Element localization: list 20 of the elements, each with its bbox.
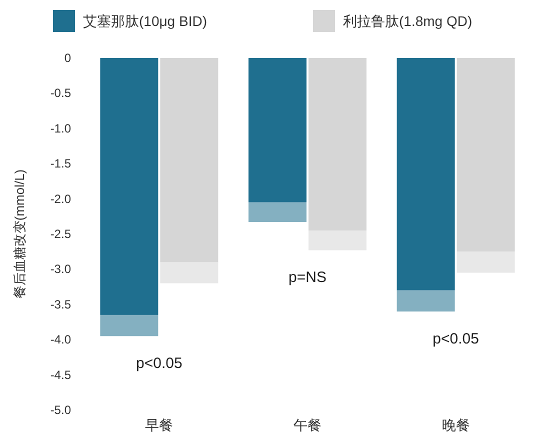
annotation: p<0.05 (136, 355, 182, 372)
y-tick-label: -4.0 (50, 332, 72, 347)
y-tick-label: -2.5 (50, 227, 72, 241)
annotation: p<0.05 (432, 330, 479, 348)
x-tick-label: 晚餐 (442, 417, 470, 433)
legend-label: 利拉鲁肽(1.8mg QD) (343, 13, 472, 29)
y-tick-label: -1.5 (50, 156, 72, 171)
y-axis-title: 餐后血糖改变(mmol/L) (12, 169, 27, 299)
y-tick-label: -3.0 (50, 262, 72, 276)
y-tick-label: -2.0 (50, 192, 72, 206)
y-tick-label: -5.0 (50, 403, 72, 417)
annotation: p=NS (288, 269, 326, 286)
x-tick-label: 午餐 (294, 417, 322, 433)
y-tick-label: -0.5 (50, 86, 72, 100)
x-tick-label: 早餐 (145, 417, 174, 433)
y-tick-label: -3.5 (50, 297, 72, 312)
y-tick-label: -1.0 (50, 121, 72, 136)
y-tick-label: -4.5 (50, 368, 72, 382)
y-tick-label: 0 (64, 51, 72, 65)
legend-label: 艾塞那肽(10μg BID) (83, 13, 207, 29)
